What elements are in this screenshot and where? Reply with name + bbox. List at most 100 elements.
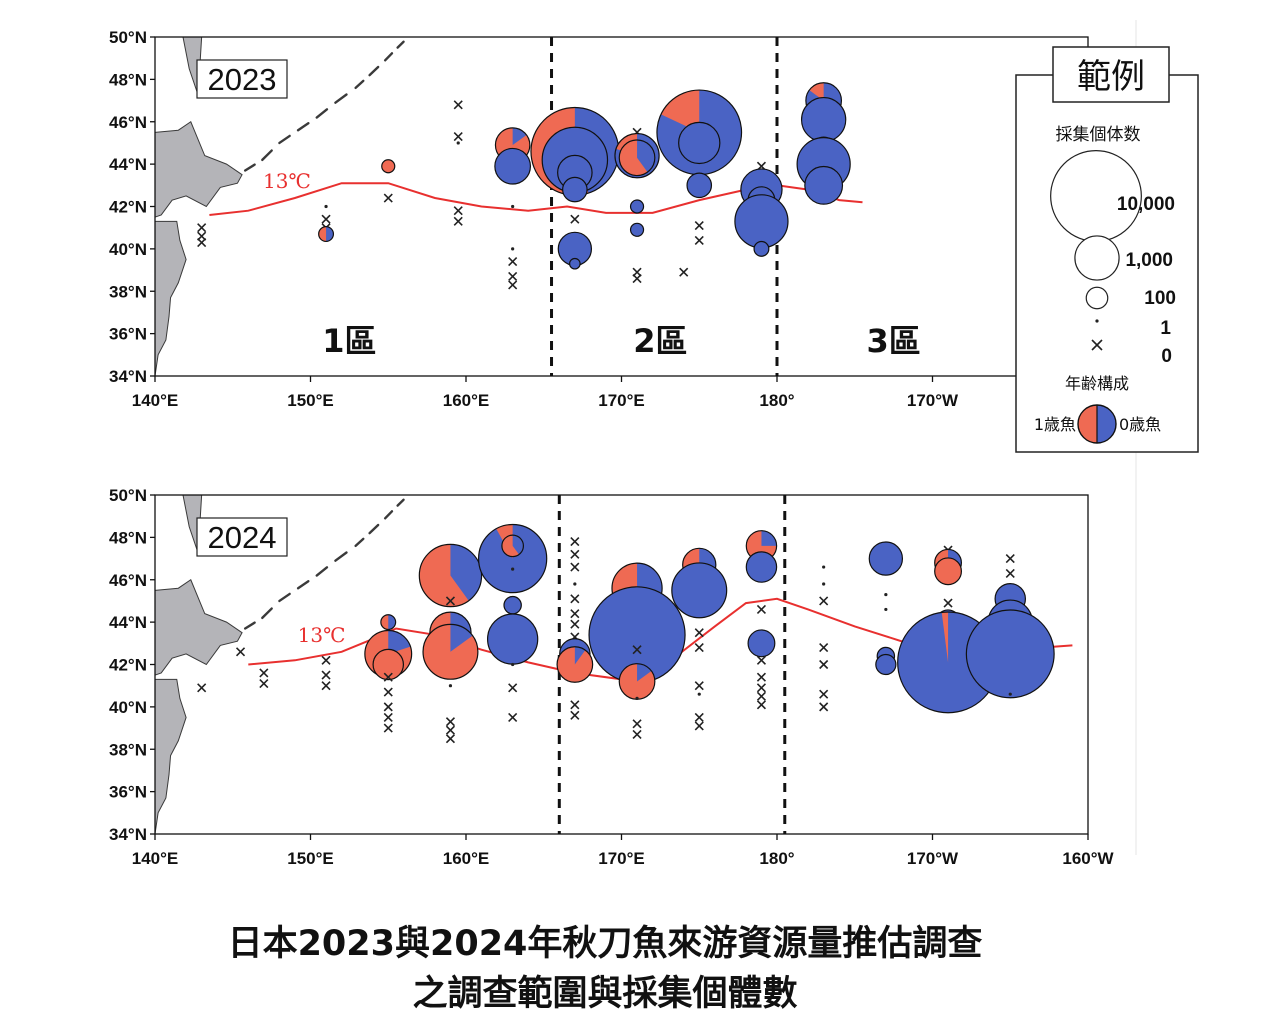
honshu-land [155,220,187,376]
station-zero-catch [694,221,704,231]
pie-outline [678,121,721,165]
station-zero-catch [383,702,393,712]
station-zero-catch [570,710,580,720]
pie-age0-slice [869,541,903,576]
station-pie [556,646,594,683]
station-zero-catch [508,280,518,290]
station-zero-catch [321,655,331,665]
pie-age1-slice [557,646,593,683]
pie-age1-slice [373,649,404,680]
pie-age0-slice [569,258,581,269]
lat-tick-label: 36°N [109,783,147,802]
legend-title-box [1052,46,1170,103]
kuril-island [396,40,405,49]
pie-outline [804,165,844,205]
station-pie [562,176,588,203]
station-zero-catch [197,683,207,693]
station-zero-catch [694,235,704,245]
pie-age1-slice [660,90,700,133]
station-zero-catch [383,672,393,682]
station-small-catch [511,662,515,667]
station-small-catch [511,204,515,209]
pie-age0-slice [966,610,1055,698]
station-pie [422,623,479,680]
station-pie [501,534,525,558]
kuril-island [334,93,348,104]
station-zero-catch [259,668,269,678]
legend-zero-symbol [1091,339,1103,351]
kuril-island [296,122,310,132]
pie-outline [422,623,479,680]
legend-age0-label: 0歳魚 [1119,415,1161,434]
pie-outline [381,159,396,174]
legend-age1-half [1078,405,1097,443]
station-pie [381,159,396,174]
pie-age0-slice [589,586,686,683]
station-zero-catch [632,729,642,739]
station-pie [678,121,721,165]
lat-tick-label: 34°N [109,367,147,386]
pie-outline [418,543,483,608]
station-zero-catch [259,679,269,689]
station-pie [629,222,645,237]
kuril-island [315,566,329,577]
pie-outline [629,222,645,237]
lat-tick-label: 36°N [109,325,147,344]
station-zero-catch [508,683,518,693]
station-small-catch [511,567,515,571]
map-panel-2024: 13℃ 2024 50°N 48°N 46°N 44°N 42°N 40°N 38°N 36°N 3… [109,486,1115,868]
lon-tick-label: 160°E [443,391,490,410]
pie-outline [569,257,581,270]
station-pie [380,614,397,631]
pie-age0-slice [503,596,522,614]
year-label: 2023 [208,62,277,97]
zone-label: 3區 [866,322,920,360]
pie-age1-slice [423,624,478,680]
station-pie [494,147,532,185]
legend-age1-label: 1歳魚 [1034,415,1076,434]
pie-outline [501,534,525,558]
lat-tick-label: 50°N [109,28,147,47]
station-zero-catch [694,642,704,653]
pie-age1-slice [381,159,395,173]
pie-outline [934,557,963,586]
station-pie [965,609,1055,699]
station-zero-catch [694,681,704,691]
pie-age0-slice [875,654,896,675]
station-zero-catch [679,267,689,277]
station-zero-catch [694,721,704,731]
station-zero-catch [453,206,463,216]
lon-tick-label: 160°E [443,849,490,868]
legend-size-label: 0 [1161,346,1172,367]
pie-outline [686,172,713,199]
station-pie [486,613,539,665]
pie-age1-slice [809,82,824,101]
pie-outline [380,614,397,631]
station-zero-catch [383,712,393,723]
isotherm-label: 13℃ [263,169,311,193]
station-pie [618,139,656,177]
station-zero-catch [508,712,518,723]
kuril-island [368,523,380,535]
station-pie [686,172,713,199]
station-zero-catch [570,549,580,559]
lat-tick-label: 40°N [109,240,147,259]
lon-tick-label: 180° [759,391,794,410]
pie-age0-slice [746,551,777,583]
station-small-catch [456,141,460,145]
station-zero-catch [508,271,518,281]
honshu-land [155,678,187,834]
legend-title: 範例 [1077,57,1145,97]
station-zero-catch [819,659,829,670]
lon-tick-label: 140°E [132,849,179,868]
pie-outline [753,240,770,257]
lon-tick-label: 170°E [598,849,645,868]
station-small-catch [511,247,515,251]
pie-outline [372,648,405,681]
legend-size-label: 100 [1144,288,1176,309]
station-pie [671,562,728,619]
kuril-island [354,537,365,548]
station-zero-catch [756,672,767,682]
lon-tick-label: 170°E [598,391,645,410]
station-zero-catch [383,193,393,203]
